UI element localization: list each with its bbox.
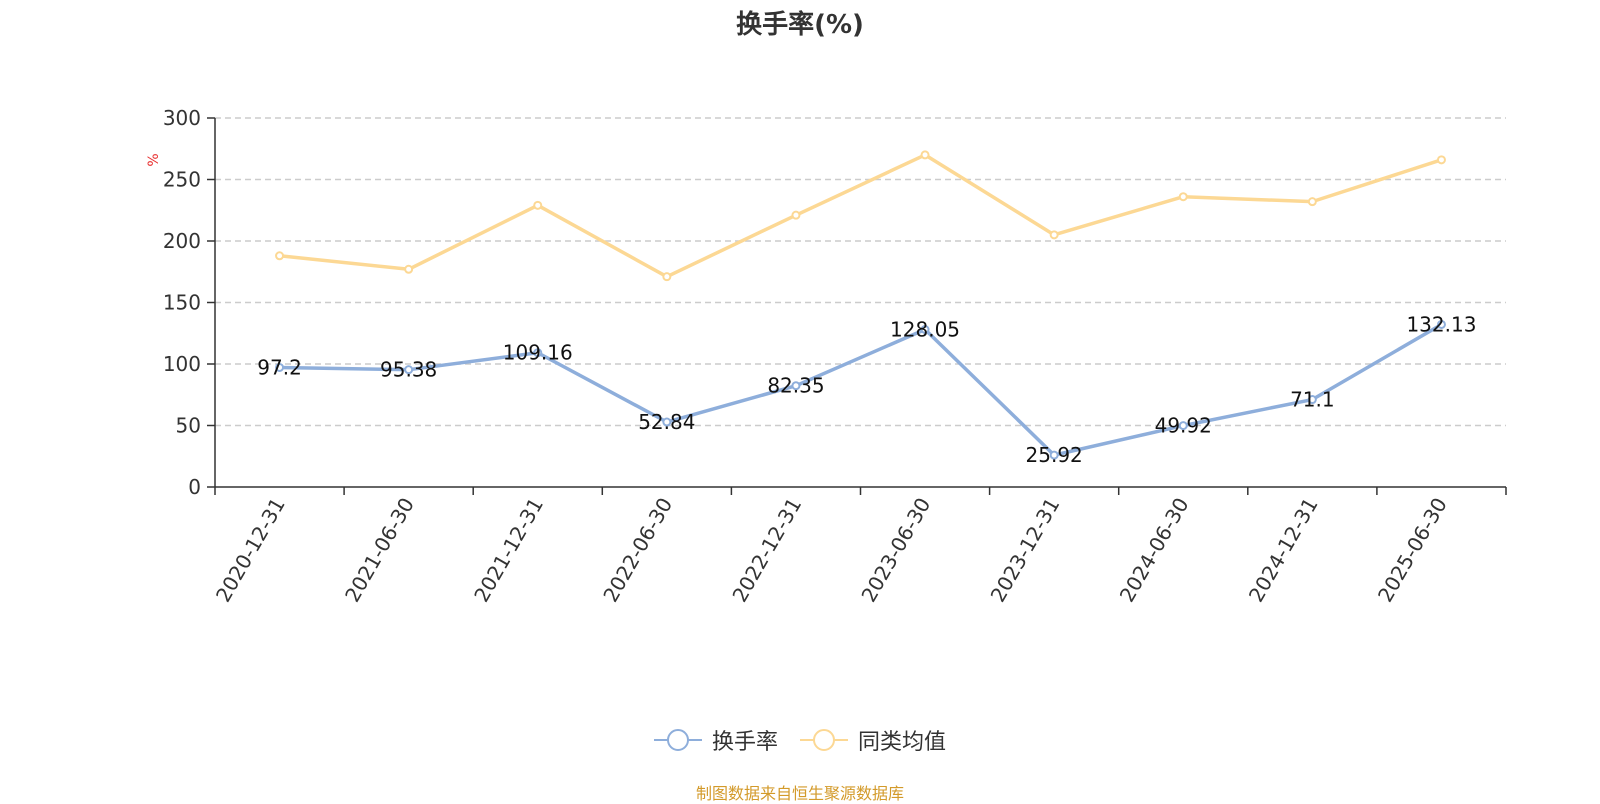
data-point-0 (404, 365, 414, 375)
x-tick-label: 2022-06-30 (598, 494, 677, 607)
legend-circle (666, 729, 689, 751)
data-label: 82.35 (767, 374, 824, 398)
legend-marker-icon (800, 729, 848, 751)
data-point-1 (404, 264, 414, 274)
data-label: 49.92 (1155, 414, 1212, 438)
axes: 0 50 100 150 200 250 300 2020-12-31 2021-06-30 20… (146, 106, 1507, 607)
legend-item[interactable]: 换手率 (653, 724, 778, 756)
data-point-1 (1178, 192, 1188, 202)
y-tick-label: 50 (176, 414, 201, 438)
data-point-1 (920, 150, 930, 160)
x-tick-label: 2023-12-31 (986, 494, 1065, 607)
x-tick-label: 2024-12-31 (1244, 494, 1323, 607)
y-tick-label: 250 (163, 168, 201, 192)
legend-label: 同类均值 (858, 730, 947, 755)
data-point-0 (920, 324, 930, 334)
data-point-0 (1049, 450, 1059, 460)
x-tick-label: 2022-12-31 (727, 494, 806, 607)
data-label: 132.13 (1406, 312, 1476, 336)
y-tick-label: 150 (163, 291, 201, 315)
data-label: 109.16 (503, 341, 573, 365)
data-label: 97.2 (257, 355, 302, 379)
series (275, 150, 1446, 460)
data-point-0 (1436, 319, 1446, 329)
x-tick-label: 2020-12-31 (211, 494, 290, 607)
data-point-1 (1307, 197, 1317, 207)
data-point-0 (1178, 421, 1188, 431)
legend: 换手率 同类均值 (0, 724, 1600, 756)
data-label: 25.92 (1026, 443, 1083, 467)
y-tick-label: 300 (163, 106, 201, 130)
data-point-1 (275, 251, 285, 261)
legend-label: 换手率 (711, 730, 778, 755)
data-label: 95.38 (380, 358, 437, 382)
data-label: 128.05 (890, 317, 960, 341)
x-tick-label: 2021-12-31 (469, 494, 548, 607)
data-point-0 (791, 381, 801, 391)
x-tick-label: 2025-06-30 (1373, 494, 1452, 607)
data-labels: 97.2 95.38 109.16 52.84 82.35 128.05 25.92 49.9… (257, 312, 1476, 467)
legend-marker-icon (653, 729, 702, 751)
data-point-0 (1307, 395, 1317, 405)
data-point-1 (1049, 230, 1059, 240)
data-point-1 (533, 200, 543, 210)
legend-circle (813, 729, 835, 751)
source-note: 制图数据来自恒生聚源数据库 (695, 784, 904, 803)
y-axis-label: % (146, 153, 162, 166)
data-label: 71.1 (1290, 388, 1335, 412)
series-line-1 (279, 153, 1442, 279)
data-point-1 (662, 272, 672, 282)
y-tick-label: 200 (163, 229, 201, 253)
x-tick-label: 2024-06-30 (1115, 494, 1194, 607)
data-point-1 (1436, 155, 1446, 165)
legend-item[interactable]: 同类均值 (800, 724, 946, 756)
series-line-0 (279, 322, 1443, 457)
x-tick-label: 2023-06-30 (856, 494, 935, 607)
chart-title: 换手率(%) (736, 10, 864, 40)
data-point-0 (275, 362, 285, 372)
y-tick-label: 0 (188, 475, 201, 499)
data-label: 52.84 (638, 410, 695, 434)
data-point-0 (533, 348, 543, 358)
grid-lines (215, 117, 1506, 427)
x-tick-label: 2021-06-30 (340, 494, 419, 607)
data-point-1 (791, 210, 801, 220)
data-point-0 (662, 417, 672, 427)
y-tick-label: 100 (163, 352, 201, 376)
